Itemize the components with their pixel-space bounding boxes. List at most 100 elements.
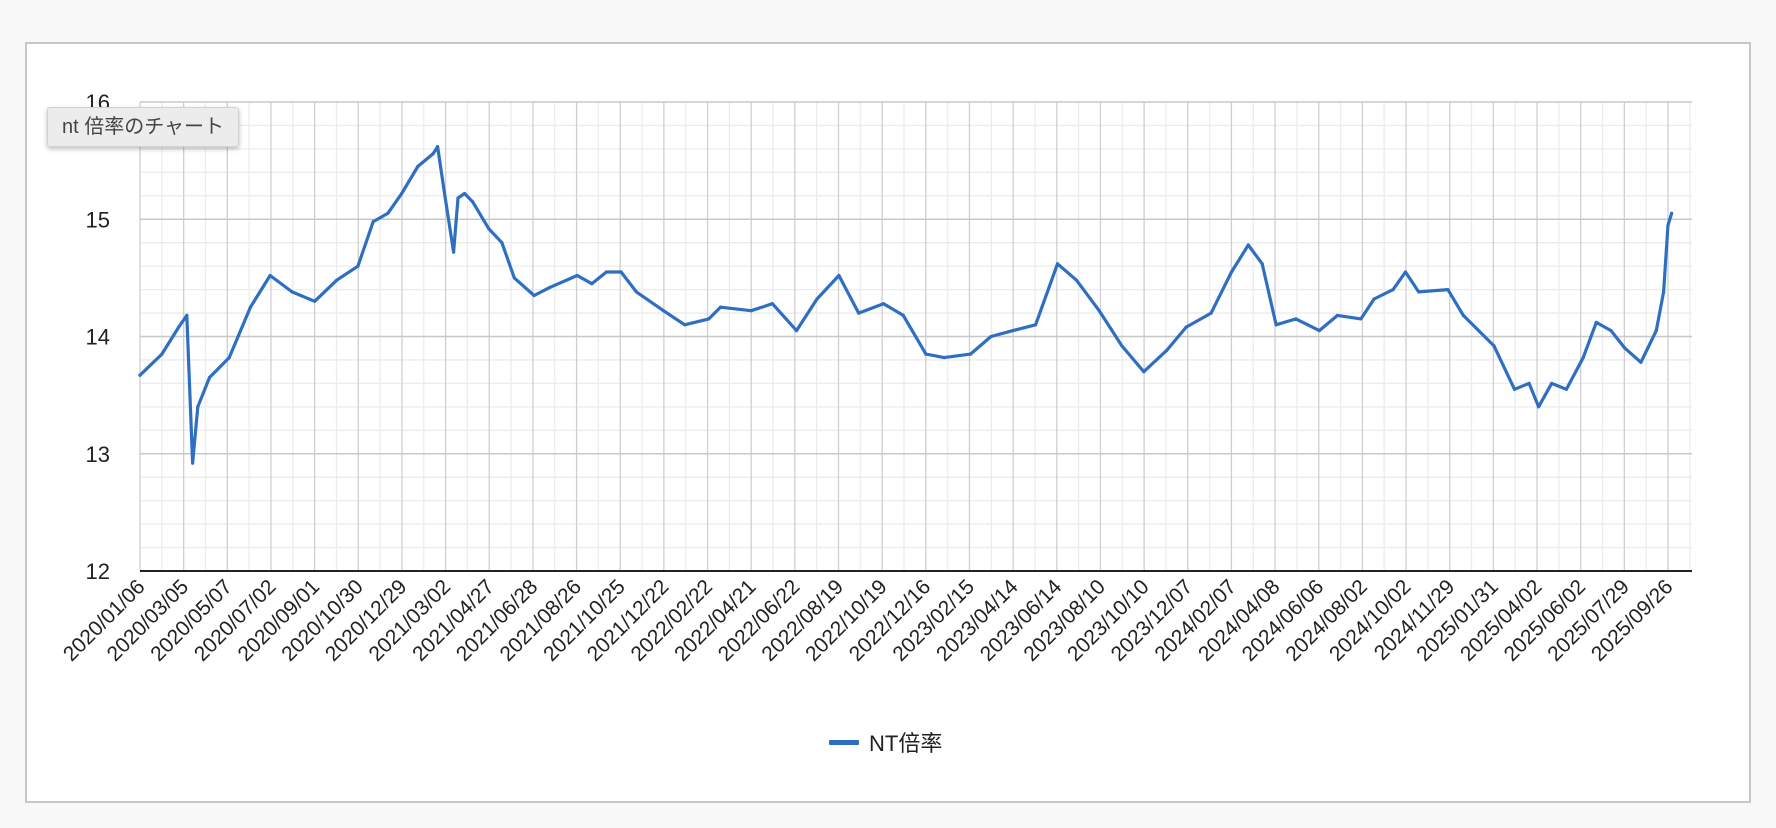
data-point [1074,278,1079,282]
data-point [356,264,360,268]
data-point [1359,317,1363,321]
data-point [471,200,475,204]
data-point [1670,211,1674,215]
y-tick-label: 15 [86,207,110,232]
data-point [500,241,504,245]
data-point [185,313,189,317]
y-tick-label: 12 [86,559,110,584]
data-point [1609,329,1613,333]
chart-frame [25,42,1751,803]
data-point [248,305,252,309]
data-point [431,152,435,156]
data-point [619,270,623,274]
data-point [512,276,516,280]
data-point [1594,320,1598,324]
data-point [1142,370,1146,374]
data-point [416,164,420,169]
data-point [313,299,317,303]
data-point [1391,288,1395,292]
data-point [1317,329,1321,333]
data-point [1055,262,1060,266]
data-point [1403,270,1408,274]
data-point [661,309,666,313]
data-point [1512,387,1517,391]
data-point [857,311,861,315]
data-point [1417,290,1421,294]
data-point [901,313,905,317]
data-point [1666,223,1670,227]
series-line-nt-ratio [138,145,1674,465]
data-point [924,352,928,356]
data-point [1184,325,1188,329]
data-point [227,356,231,360]
data-point [634,290,639,294]
data-point [532,293,536,298]
data-point [1550,381,1554,385]
data-point [268,273,272,278]
data-point [1294,317,1298,321]
data-point [1527,381,1531,385]
data-point [707,317,711,321]
y-tick-label: 14 [86,325,110,350]
data-point [335,278,339,282]
data-point [443,194,447,198]
data-point [1274,323,1278,327]
data-point [456,196,460,200]
data-point [463,191,467,196]
data-point [1229,270,1234,274]
data-point [604,270,609,274]
data-point [1372,297,1376,301]
data-point [590,282,594,286]
data-point [1654,329,1658,333]
data-point [1564,387,1568,391]
data-point [452,250,456,254]
data-point [1246,243,1250,247]
chart-tooltip: nt 倍率のチャート [47,107,240,147]
data-point [138,373,142,377]
legend-label: NT倍率 [869,731,943,756]
data-point [837,273,841,278]
data-point [968,352,973,356]
data-point [290,290,294,294]
data-point [371,220,375,224]
data-point [1335,313,1340,317]
data-point [177,325,181,329]
data-point [815,297,819,301]
data-point [1639,360,1643,364]
data-point [1623,346,1627,350]
data-point [207,375,212,380]
data-point [196,405,200,409]
data-point [1034,323,1038,327]
data-point [160,352,164,356]
data-point [575,273,579,278]
data-point [436,145,440,149]
data-point [1120,344,1124,348]
data-point [1461,313,1465,317]
data-point [400,191,404,196]
data-point [1662,290,1666,294]
data-point [1492,344,1496,348]
data-point [770,302,775,306]
data-point [749,309,753,313]
data-point [794,329,799,333]
data-point [1011,329,1015,333]
y-tick-label: 13 [86,442,110,467]
data-point [718,305,723,309]
data-point [487,227,491,231]
data-point [942,356,946,360]
data-point [683,323,687,327]
data-point [1164,349,1169,353]
data-point [989,334,993,339]
data-point [1097,309,1101,313]
data-point [191,461,195,465]
data-point [1537,405,1541,409]
data-point [1581,356,1585,360]
data-point [1260,262,1264,266]
data-point [1446,288,1450,292]
data-point [386,211,390,215]
data-point [881,302,886,306]
data-point [548,285,552,289]
legend-swatch [829,739,859,745]
chart-legend[interactable]: NT倍率 [829,727,942,757]
